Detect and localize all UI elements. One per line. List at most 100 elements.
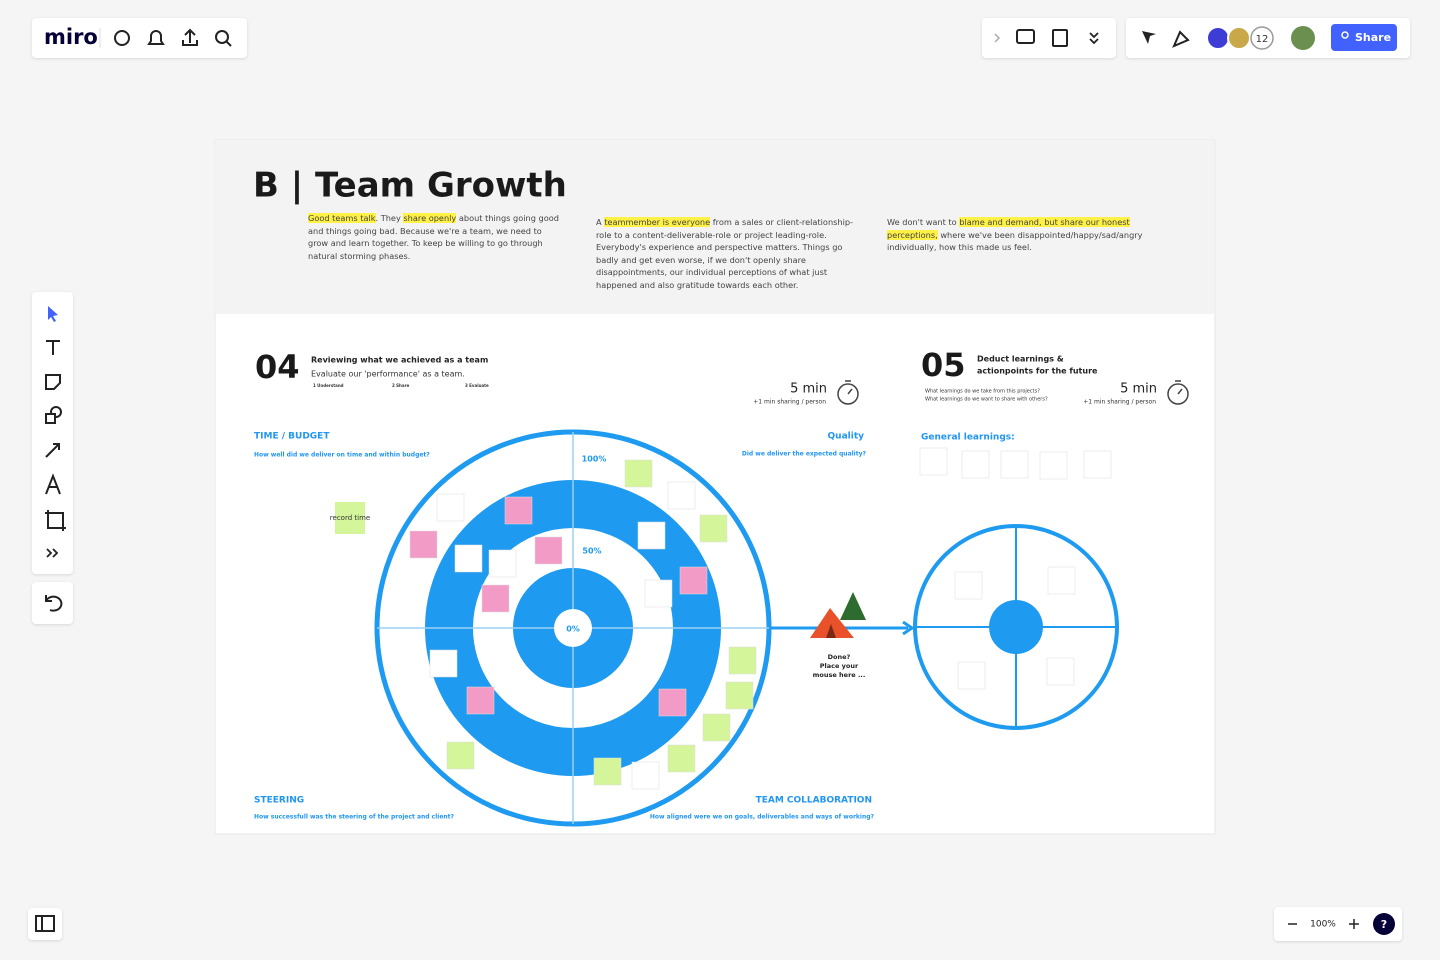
sticky-note[interactable] [919,447,948,476]
sticky-note[interactable] [1083,450,1112,479]
tent-door [826,624,836,638]
panel-toggle[interactable] [28,908,62,940]
sticky-note[interactable] [429,649,458,678]
center-circle [554,609,592,647]
help-button[interactable] [1373,913,1395,935]
quadrant-title: TIME / BUDGET [254,432,330,442]
quadrant-title: TEAM COLLABORATION [756,796,872,806]
ring-label: 100% [582,455,607,464]
sticky-note[interactable] [961,450,990,479]
sticky-note[interactable] [644,579,673,608]
sticky-note[interactable] [728,646,757,675]
more-icon[interactable] [1089,32,1099,45]
toolbar-icons [99,28,232,48]
timer-note: +1 min sharing / person [1083,399,1156,406]
avatar-count-label: 12 [1256,34,1269,45]
step-question: What learnings do we take from this proj… [925,389,1040,395]
highlighted-text: share openly [403,213,457,223]
celebrate-icon[interactable] [1172,30,1190,48]
timer-note: +1 min sharing / person [753,399,826,406]
frame-tool[interactable] [45,510,66,531]
sticky-note[interactable] [534,536,563,565]
step-item: 1 Understand [313,383,344,388]
stopwatch [837,383,859,405]
prompt: Done? [828,653,851,661]
avatar[interactable] [1206,26,1230,50]
sticky-note[interactable] [624,459,653,488]
step-heading: Reviewing what we achieved as a team [311,356,488,365]
quadrant-title: Quality [828,432,865,442]
zoom-in[interactable] [1349,919,1359,929]
learnings-circle [913,524,1119,730]
pen-tool[interactable] [45,473,61,495]
left-toolbar [32,292,73,574]
sticky-note[interactable] [335,502,365,534]
quadrant-question: Did we deliver the expected quality? [742,451,867,458]
shape-tool-square [45,413,56,424]
sticky-tool[interactable] [45,374,61,390]
search-icon[interactable] [215,30,229,44]
sticky-note[interactable] [593,757,622,786]
sticky-note[interactable] [1047,566,1076,595]
own-avatar[interactable] [1291,26,1315,50]
learnings-center [989,600,1043,654]
sticky-note[interactable] [658,688,687,717]
sticky-note[interactable] [631,761,660,790]
text-tool[interactable] [46,340,60,355]
stopwatch [1167,383,1189,405]
cursor-icon[interactable] [1142,31,1156,44]
avatar[interactable] [1227,26,1251,50]
collab-icons: 12 Share [1142,24,1397,51]
quadrant-question: How successfull was the steering of the … [254,814,455,821]
help-label: ? [1381,918,1387,931]
sticky-note[interactable] [702,713,731,742]
sticky-note[interactable] [679,566,708,595]
stopwatch-hand [845,380,853,395]
sticky-note[interactable] [667,481,696,510]
intro-paragraph: We don't want to blame and demand, but s… [887,216,1149,254]
sticky-note[interactable] [1039,451,1068,480]
quadrant-title: STEERING [254,796,304,806]
sticky-note[interactable] [954,571,983,600]
sticky-note[interactable] [409,530,438,559]
sticky-note[interactable] [1000,450,1029,479]
intro-paragraph: A teammember is everyone from a sales or… [596,216,856,292]
select-tool[interactable] [48,306,58,322]
search-icon-handle [225,40,232,47]
sticky-note[interactable] [957,661,986,690]
share-button[interactable] [1331,24,1397,51]
sticky-note[interactable] [725,681,754,710]
sticky-note[interactable] [446,741,475,770]
step-number: 05 [921,346,966,384]
notifications-icon[interactable] [147,30,165,45]
undo-icon[interactable] [32,582,73,624]
sticky-note[interactable] [504,496,533,525]
sticky-note[interactable] [637,521,666,550]
sticky-text: record time [330,514,370,522]
logo[interactable]: miro [44,25,98,49]
panel-outline [35,915,55,932]
main-toolbar: miro [32,18,247,58]
sticky-note[interactable] [481,584,510,613]
expand-icon[interactable] [994,33,1001,43]
avatar-count[interactable] [1250,26,1274,50]
tree [840,592,866,620]
sticky-note[interactable] [488,549,517,578]
notes-icon[interactable] [1052,29,1068,47]
sticky-note[interactable] [466,686,495,715]
present-icon[interactable] [1016,29,1035,44]
sticky-note[interactable] [699,514,728,543]
step-item: 2 Share [392,383,410,388]
settings-icon[interactable] [114,30,130,46]
line-tool[interactable] [45,443,60,458]
zoom-level: 100% [1310,920,1336,930]
sticky-note[interactable] [1046,657,1075,686]
sticky-note[interactable] [436,493,465,522]
tool-icons [45,306,66,558]
sticky-note[interactable] [454,544,483,573]
zoom-icons: 100% ? [1288,913,1395,935]
sticky-note[interactable] [667,744,696,773]
export-icon[interactable] [182,28,198,46]
more-tools[interactable] [46,548,59,558]
